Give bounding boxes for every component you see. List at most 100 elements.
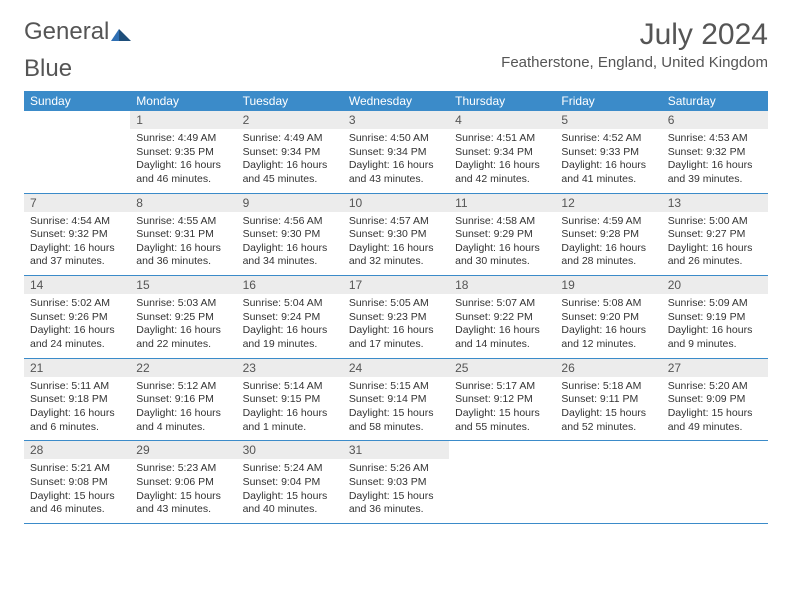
calendar-cell: 6Sunrise: 4:53 AMSunset: 9:32 PMDaylight…: [662, 111, 768, 193]
day-body: Sunrise: 5:03 AMSunset: 9:25 PMDaylight:…: [130, 294, 236, 358]
day-body: Sunrise: 5:08 AMSunset: 9:20 PMDaylight:…: [555, 294, 661, 358]
day-number: 9: [237, 194, 343, 212]
day-body: Sunrise: 5:05 AMSunset: 9:23 PMDaylight:…: [343, 294, 449, 358]
calendar-cell: 23Sunrise: 5:14 AMSunset: 9:15 PMDayligh…: [237, 358, 343, 441]
day-number: 19: [555, 276, 661, 294]
day-body: Sunrise: 4:55 AMSunset: 9:31 PMDaylight:…: [130, 212, 236, 276]
day-number: 1: [130, 111, 236, 129]
day-number: 30: [237, 441, 343, 459]
calendar-cell: 31Sunrise: 5:26 AMSunset: 9:03 PMDayligh…: [343, 441, 449, 524]
day-body: [662, 459, 768, 521]
day-body: Sunrise: 5:15 AMSunset: 9:14 PMDaylight:…: [343, 377, 449, 441]
calendar-row: 28Sunrise: 5:21 AMSunset: 9:08 PMDayligh…: [24, 441, 768, 524]
day-body: Sunrise: 4:53 AMSunset: 9:32 PMDaylight:…: [662, 129, 768, 193]
calendar-row: 21Sunrise: 5:11 AMSunset: 9:18 PMDayligh…: [24, 358, 768, 441]
day-number: 7: [24, 194, 130, 212]
day-body: Sunrise: 4:49 AMSunset: 9:35 PMDaylight:…: [130, 129, 236, 193]
calendar-cell: 27Sunrise: 5:20 AMSunset: 9:09 PMDayligh…: [662, 358, 768, 441]
logo-text-a: General: [24, 18, 109, 46]
day-body: Sunrise: 5:02 AMSunset: 9:26 PMDaylight:…: [24, 294, 130, 358]
dayname-thu: Thursday: [449, 91, 555, 111]
day-number: 28: [24, 441, 130, 459]
dayname-wed: Wednesday: [343, 91, 449, 111]
dayname-sat: Saturday: [662, 91, 768, 111]
calendar-cell: 2Sunrise: 4:49 AMSunset: 9:34 PMDaylight…: [237, 111, 343, 193]
calendar-cell: 16Sunrise: 5:04 AMSunset: 9:24 PMDayligh…: [237, 276, 343, 359]
calendar-cell: 17Sunrise: 5:05 AMSunset: 9:23 PMDayligh…: [343, 276, 449, 359]
day-body: Sunrise: 4:54 AMSunset: 9:32 PMDaylight:…: [24, 212, 130, 276]
day-body: Sunrise: 4:58 AMSunset: 9:29 PMDaylight:…: [449, 212, 555, 276]
day-body: Sunrise: 4:56 AMSunset: 9:30 PMDaylight:…: [237, 212, 343, 276]
calendar-cell: 21Sunrise: 5:11 AMSunset: 9:18 PMDayligh…: [24, 358, 130, 441]
calendar-cell: 19Sunrise: 5:08 AMSunset: 9:20 PMDayligh…: [555, 276, 661, 359]
calendar-cell: 29Sunrise: 5:23 AMSunset: 9:06 PMDayligh…: [130, 441, 236, 524]
day-number: 4: [449, 111, 555, 129]
day-body: Sunrise: 5:21 AMSunset: 9:08 PMDaylight:…: [24, 459, 130, 523]
calendar-cell: 28Sunrise: 5:21 AMSunset: 9:08 PMDayligh…: [24, 441, 130, 524]
calendar-row: 1Sunrise: 4:49 AMSunset: 9:35 PMDaylight…: [24, 111, 768, 193]
dayname-sun: Sunday: [24, 91, 130, 111]
day-number: 13: [662, 194, 768, 212]
day-number: 11: [449, 194, 555, 212]
calendar-body: 1Sunrise: 4:49 AMSunset: 9:35 PMDaylight…: [24, 111, 768, 523]
day-body: Sunrise: 5:04 AMSunset: 9:24 PMDaylight:…: [237, 294, 343, 358]
day-body: Sunrise: 5:11 AMSunset: 9:18 PMDaylight:…: [24, 377, 130, 441]
day-number: 18: [449, 276, 555, 294]
calendar-cell: 30Sunrise: 5:24 AMSunset: 9:04 PMDayligh…: [237, 441, 343, 524]
calendar-cell: [24, 111, 130, 193]
day-body: Sunrise: 4:59 AMSunset: 9:28 PMDaylight:…: [555, 212, 661, 276]
calendar-cell: 12Sunrise: 4:59 AMSunset: 9:28 PMDayligh…: [555, 193, 661, 276]
day-body: Sunrise: 4:51 AMSunset: 9:34 PMDaylight:…: [449, 129, 555, 193]
day-number: 16: [237, 276, 343, 294]
day-number: 6: [662, 111, 768, 129]
calendar-cell: 13Sunrise: 5:00 AMSunset: 9:27 PMDayligh…: [662, 193, 768, 276]
day-number: 12: [555, 194, 661, 212]
day-body: Sunrise: 5:24 AMSunset: 9:04 PMDaylight:…: [237, 459, 343, 523]
day-body: Sunrise: 5:00 AMSunset: 9:27 PMDaylight:…: [662, 212, 768, 276]
day-number: 21: [24, 359, 130, 377]
day-body: Sunrise: 4:50 AMSunset: 9:34 PMDaylight:…: [343, 129, 449, 193]
calendar-row: 7Sunrise: 4:54 AMSunset: 9:32 PMDaylight…: [24, 193, 768, 276]
day-number: [449, 441, 555, 459]
day-number: 17: [343, 276, 449, 294]
day-number: 2: [237, 111, 343, 129]
day-body: Sunrise: 5:20 AMSunset: 9:09 PMDaylight:…: [662, 377, 768, 441]
calendar-cell: 11Sunrise: 4:58 AMSunset: 9:29 PMDayligh…: [449, 193, 555, 276]
calendar-cell: [662, 441, 768, 524]
day-body: Sunrise: 4:57 AMSunset: 9:30 PMDaylight:…: [343, 212, 449, 276]
calendar-cell: 24Sunrise: 5:15 AMSunset: 9:14 PMDayligh…: [343, 358, 449, 441]
day-body: Sunrise: 5:17 AMSunset: 9:12 PMDaylight:…: [449, 377, 555, 441]
calendar-cell: 14Sunrise: 5:02 AMSunset: 9:26 PMDayligh…: [24, 276, 130, 359]
month-title: July 2024: [501, 18, 768, 52]
day-body: Sunrise: 4:49 AMSunset: 9:34 PMDaylight:…: [237, 129, 343, 193]
title-block: July 2024 Featherstone, England, United …: [501, 18, 768, 71]
calendar-cell: 18Sunrise: 5:07 AMSunset: 9:22 PMDayligh…: [449, 276, 555, 359]
calendar-cell: 9Sunrise: 4:56 AMSunset: 9:30 PMDaylight…: [237, 193, 343, 276]
location-text: Featherstone, England, United Kingdom: [501, 54, 768, 71]
day-body: Sunrise: 5:14 AMSunset: 9:15 PMDaylight:…: [237, 377, 343, 441]
day-body: Sunrise: 4:52 AMSunset: 9:33 PMDaylight:…: [555, 129, 661, 193]
calendar-cell: 5Sunrise: 4:52 AMSunset: 9:33 PMDaylight…: [555, 111, 661, 193]
day-body: Sunrise: 5:09 AMSunset: 9:19 PMDaylight:…: [662, 294, 768, 358]
calendar-cell: 15Sunrise: 5:03 AMSunset: 9:25 PMDayligh…: [130, 276, 236, 359]
calendar-cell: 25Sunrise: 5:17 AMSunset: 9:12 PMDayligh…: [449, 358, 555, 441]
calendar-cell: 26Sunrise: 5:18 AMSunset: 9:11 PMDayligh…: [555, 358, 661, 441]
day-body: Sunrise: 5:07 AMSunset: 9:22 PMDaylight:…: [449, 294, 555, 358]
logo-mark-icon: [109, 18, 133, 46]
calendar-cell: [555, 441, 661, 524]
day-number: 8: [130, 194, 236, 212]
day-number: 10: [343, 194, 449, 212]
day-number: 29: [130, 441, 236, 459]
dayname-fri: Friday: [555, 91, 661, 111]
day-number: [24, 111, 130, 129]
day-body: [555, 459, 661, 521]
day-body: Sunrise: 5:26 AMSunset: 9:03 PMDaylight:…: [343, 459, 449, 523]
calendar-cell: 20Sunrise: 5:09 AMSunset: 9:19 PMDayligh…: [662, 276, 768, 359]
day-body: [24, 129, 130, 191]
calendar-cell: 4Sunrise: 4:51 AMSunset: 9:34 PMDaylight…: [449, 111, 555, 193]
calendar-cell: 7Sunrise: 4:54 AMSunset: 9:32 PMDaylight…: [24, 193, 130, 276]
calendar-head: Sunday Monday Tuesday Wednesday Thursday…: [24, 91, 768, 111]
day-number: 27: [662, 359, 768, 377]
calendar-cell: [449, 441, 555, 524]
day-body: Sunrise: 5:12 AMSunset: 9:16 PMDaylight:…: [130, 377, 236, 441]
